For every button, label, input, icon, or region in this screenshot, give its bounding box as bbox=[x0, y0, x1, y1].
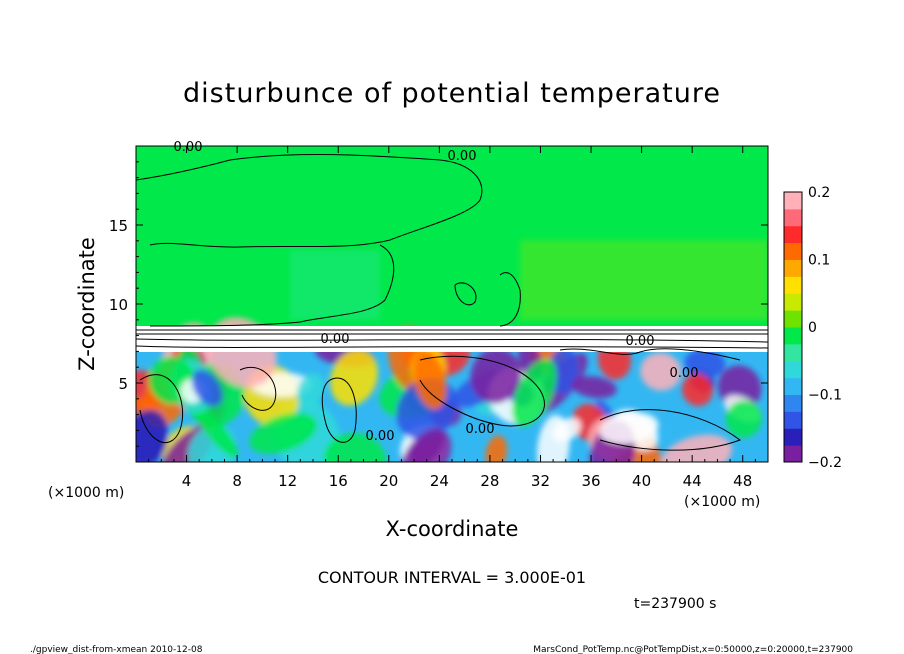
colorbar-swatch bbox=[784, 360, 802, 379]
upper-slight-negative-patch bbox=[290, 250, 380, 320]
colorbar-swatch bbox=[784, 428, 802, 446]
field-blob bbox=[661, 434, 732, 462]
field-blob bbox=[191, 369, 223, 407]
field-blob bbox=[552, 417, 581, 442]
field-blob bbox=[599, 412, 659, 444]
contour-label: 0.00 bbox=[448, 149, 477, 164]
colorbar-swatch bbox=[784, 445, 802, 463]
contour-label: 0.00 bbox=[466, 422, 495, 437]
y-tick-label: 15 bbox=[109, 217, 128, 235]
x-tick-label: 12 bbox=[278, 472, 297, 490]
x-tick-label: 44 bbox=[683, 472, 702, 490]
field-blob bbox=[571, 376, 617, 399]
field-blob bbox=[413, 349, 447, 410]
contour-line bbox=[139, 374, 184, 443]
colorbar-swatch bbox=[784, 377, 802, 395]
time-text: t=237900 s bbox=[634, 596, 716, 612]
x-tick-label: 48 bbox=[733, 472, 752, 490]
colorbar-swatch bbox=[784, 310, 802, 328]
field-blob bbox=[249, 412, 317, 454]
x-tick-label: 32 bbox=[531, 472, 550, 490]
field-blob bbox=[296, 373, 325, 409]
x-tick-label: 24 bbox=[430, 472, 449, 490]
field-blob bbox=[330, 349, 378, 406]
y-tick-label: 10 bbox=[109, 296, 128, 314]
footer-right: MarsCond_PotTemp.nc@PotTempDist,x=0:5000… bbox=[533, 645, 853, 654]
contour-interval-text: CONTOUR INTERVAL = 3.000E-01 bbox=[318, 568, 586, 587]
colorbar-label: −0.1 bbox=[808, 388, 842, 404]
field-blob bbox=[470, 348, 522, 404]
field-blob bbox=[684, 348, 726, 379]
contour-line bbox=[499, 272, 521, 327]
colorbar-swatch bbox=[784, 276, 802, 294]
colorbar-swatch bbox=[784, 259, 802, 277]
contour-line bbox=[454, 282, 477, 306]
contour-line bbox=[149, 244, 395, 327]
x-tick-label: 40 bbox=[632, 472, 651, 490]
contour-label: 0.00 bbox=[321, 332, 350, 347]
contour-line bbox=[321, 377, 357, 443]
chart-title: disturbunce of potential temperature bbox=[183, 78, 721, 109]
colorbar-label: 0.1 bbox=[808, 253, 830, 269]
field-blob bbox=[136, 409, 169, 462]
colorbar-frame bbox=[783, 191, 803, 463]
field-blob bbox=[725, 400, 762, 438]
field-blob bbox=[640, 352, 682, 391]
upper-slight-positive-patch bbox=[520, 240, 768, 320]
colorbar: 0.2 0.1 0 −0.1 −0.2 bbox=[783, 185, 842, 471]
colorbar-swatch bbox=[784, 192, 802, 210]
x-tick-label: 8 bbox=[232, 472, 242, 490]
colorbar-swatch bbox=[784, 411, 802, 429]
y-axis-label: Z-coordinate bbox=[75, 237, 99, 371]
colorbar-label: −0.2 bbox=[808, 455, 842, 471]
x-tick-label: 4 bbox=[182, 472, 192, 490]
colorbar-swatch bbox=[784, 394, 802, 412]
x-tick-label: 36 bbox=[581, 472, 600, 490]
x-unit-left: (×1000 m) bbox=[48, 485, 124, 501]
contour-label: 0.00 bbox=[670, 366, 699, 381]
contour-label: 0.00 bbox=[174, 140, 203, 155]
contour-line bbox=[239, 366, 277, 411]
footer-left: ./gpview_dist-from-xmean 2010-12-08 bbox=[30, 645, 203, 654]
colorbar-swatch bbox=[784, 343, 802, 362]
contour-label: 0.00 bbox=[366, 429, 395, 444]
x-tick-label: 28 bbox=[480, 472, 499, 490]
x-unit-right: (×1000 m) bbox=[684, 494, 760, 510]
contour-line bbox=[599, 409, 742, 451]
colorbar-swatch bbox=[784, 327, 802, 345]
contour-line bbox=[559, 348, 741, 361]
contour-line bbox=[136, 338, 768, 343]
field-blob bbox=[512, 358, 557, 427]
colorbar-swatch bbox=[784, 293, 802, 311]
contour-line bbox=[136, 345, 768, 349]
colorbar-swatch bbox=[784, 208, 802, 227]
field-blob bbox=[409, 427, 445, 462]
field-blob bbox=[681, 373, 713, 407]
field-blob bbox=[548, 346, 580, 395]
x-tick-label: 20 bbox=[379, 472, 398, 490]
contour-line bbox=[136, 154, 483, 248]
field-blob bbox=[485, 435, 508, 462]
colorbar-swatch bbox=[784, 225, 802, 244]
contour-label: 0.00 bbox=[626, 334, 655, 349]
plot-area bbox=[136, 146, 768, 462]
contour-line bbox=[419, 355, 545, 427]
colorbar-label: 0.2 bbox=[808, 185, 830, 201]
x-axis-label: X-coordinate bbox=[386, 517, 519, 541]
y-tick-label: 5 bbox=[118, 375, 128, 393]
colorbar-label: 0 bbox=[808, 320, 817, 336]
field-blob bbox=[324, 432, 387, 462]
colorbar-swatch bbox=[784, 242, 802, 260]
x-tick-label: 16 bbox=[329, 472, 348, 490]
